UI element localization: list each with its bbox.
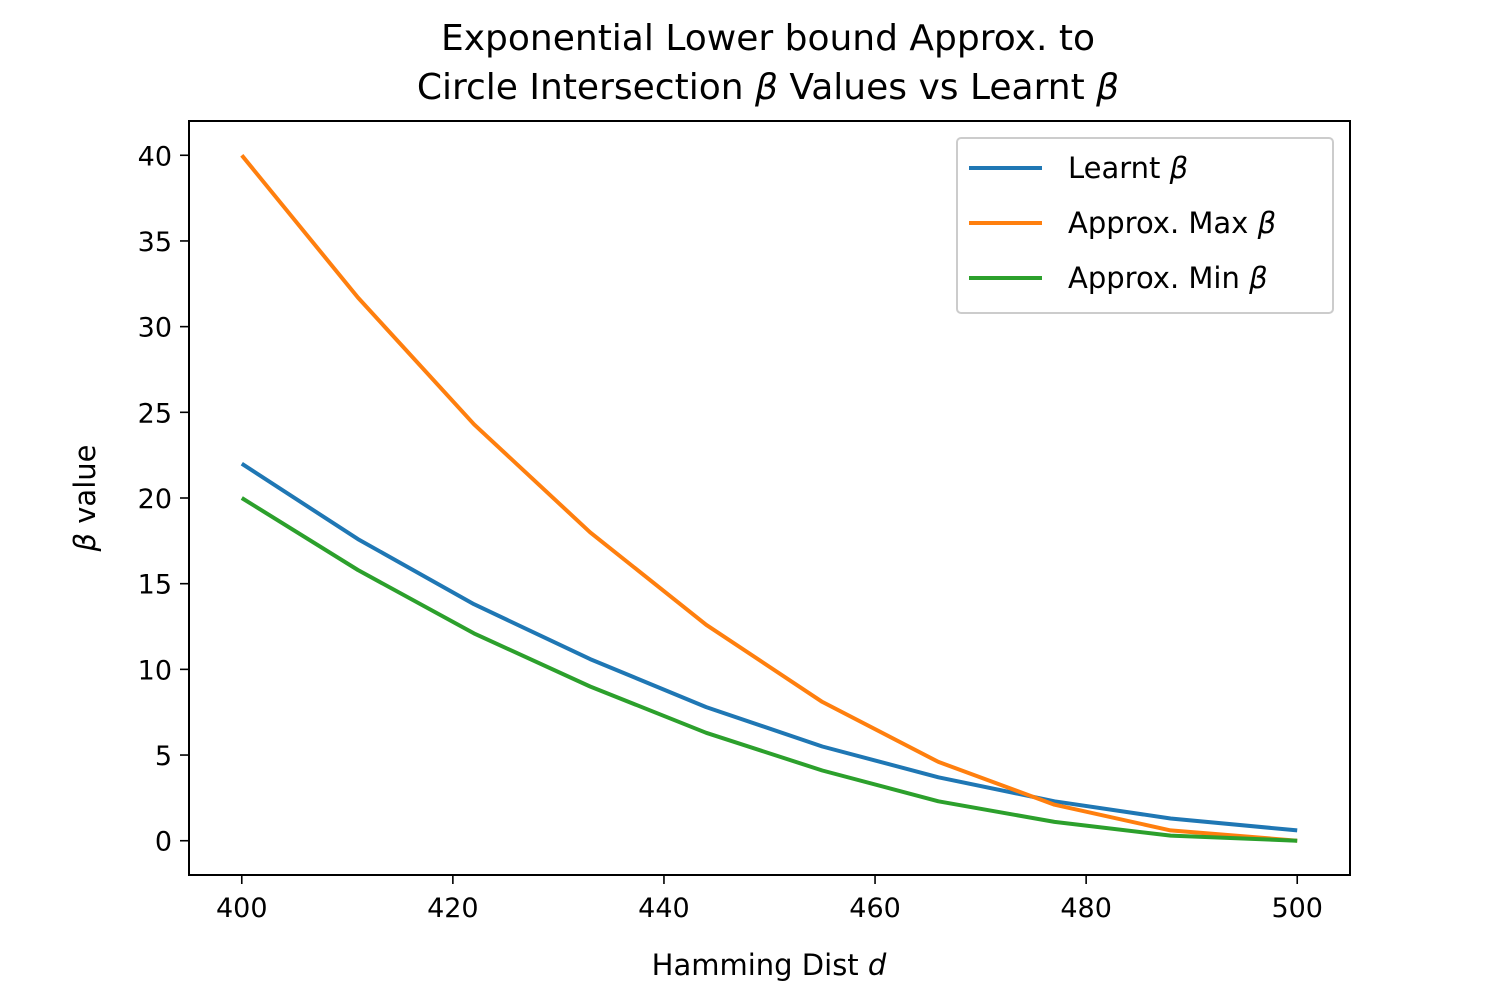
y-tick-label: 20 xyxy=(138,484,172,515)
legend-label-2: Approx. Max β xyxy=(1068,206,1276,240)
legend-box xyxy=(956,137,1334,314)
x-tick-label: 500 xyxy=(1271,893,1323,924)
y-tick-label: 40 xyxy=(138,141,172,172)
x-tick-label: 440 xyxy=(638,893,690,924)
legend-label-1: Learnt β xyxy=(1068,151,1188,185)
x-axis-label: Hamming Dist d xyxy=(652,948,887,982)
y-tick-label: 25 xyxy=(138,398,172,429)
y-tick-label: 15 xyxy=(138,570,172,601)
y-tick-label: 35 xyxy=(138,227,172,258)
x-tick-label: 480 xyxy=(1060,893,1112,924)
legend: Learnt β Approx. Max β Approx. Min β xyxy=(956,137,1334,314)
x-tick-label: 460 xyxy=(849,893,901,924)
y-tick-label: 30 xyxy=(138,313,172,344)
chart-title-line-1: Exponential Lower bound Approx. to xyxy=(441,18,1095,59)
legend-label-3: Approx. Min β xyxy=(1068,261,1268,295)
y-axis-label: β value xyxy=(68,445,102,553)
chart-title-line-2: Circle Intersection β Values vs Learnt β xyxy=(417,67,1119,108)
series-line-3 xyxy=(240,496,1298,843)
y-tick-label: 5 xyxy=(155,741,172,772)
y-tick-label: 0 xyxy=(155,827,172,858)
x-tick-label: 420 xyxy=(427,893,479,924)
series-line-1 xyxy=(240,462,1298,833)
plot-frame xyxy=(188,120,1351,876)
series-line-2 xyxy=(240,154,1298,843)
x-tick-label: 400 xyxy=(216,893,268,924)
y-tick-label: 10 xyxy=(138,655,172,686)
